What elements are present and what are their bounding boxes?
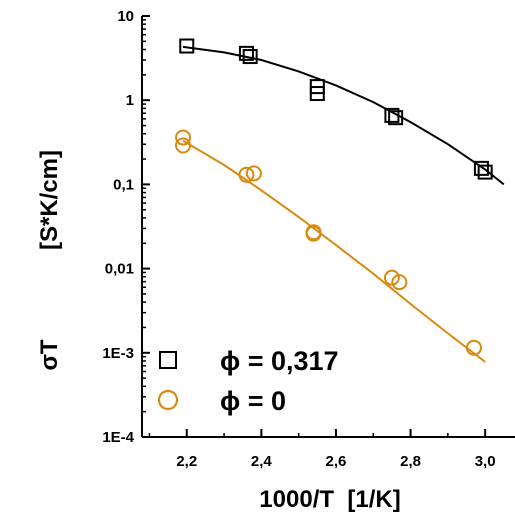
data-point-circle — [391, 274, 408, 291]
data-point-circle — [175, 137, 192, 154]
x-tick-label: 3,0 — [475, 453, 496, 470]
data-point-circle — [238, 166, 255, 183]
data-point-circle — [305, 225, 322, 242]
axes: 10 1 0,1 0,01 1E-3 1E-4 2,2 2,4 2,6 2,8 3,0 — [102, 8, 515, 470]
data-point-circle — [175, 129, 192, 146]
plot-data — [175, 38, 505, 363]
data-point-square — [388, 110, 404, 126]
y-tick-label: 1E-4 — [102, 429, 134, 446]
data-point-circle — [465, 339, 482, 356]
y-axis-label-symbol: σT — [36, 339, 63, 370]
x-tick-label: 2,6 — [326, 453, 347, 470]
legend-label: ϕ = 0,317 — [220, 346, 339, 376]
data-point-square — [238, 45, 254, 61]
data-point-square — [477, 164, 493, 180]
data-point-square — [384, 107, 400, 123]
y-tick-label: 1 — [126, 92, 134, 109]
data-point-square — [179, 38, 195, 54]
fit-line-series-2 — [182, 139, 486, 363]
legend-circle-marker — [157, 389, 179, 411]
legend-label: ϕ = 0 — [220, 386, 286, 416]
y-tick-label: 10 — [117, 8, 134, 25]
data-point-square — [309, 86, 325, 102]
legend-square-marker — [159, 351, 177, 369]
y-axis-label-unit: [S*K/cm] — [36, 150, 63, 250]
fit-line-series-1 — [182, 45, 505, 186]
x-tick-label: 2,4 — [251, 453, 273, 470]
y-tick-label: 0,01 — [105, 261, 134, 278]
data-point-circle — [245, 165, 262, 182]
legend: ϕ = 0,317 ϕ = 0 — [157, 346, 339, 416]
x-tick-label: 2,8 — [400, 453, 421, 470]
x-axis-label: 1000/T [1/K] — [259, 486, 400, 513]
y-tick-label: 0,1 — [113, 176, 134, 193]
x-tick-label: 2,2 — [176, 453, 197, 470]
data-point-square — [473, 160, 489, 176]
y-tick-label: 1E-3 — [102, 345, 134, 362]
data-point-square — [242, 49, 258, 65]
